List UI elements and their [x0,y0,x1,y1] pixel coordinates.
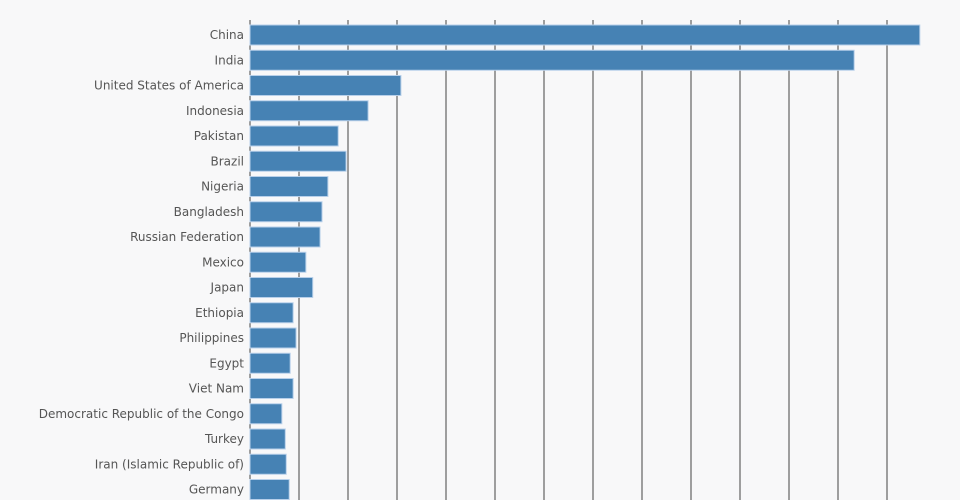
category-label: Philippines [179,331,244,345]
bar [249,176,329,197]
bar [249,378,294,399]
category-label: Mexico [202,255,244,269]
category-label: Germany [189,483,244,497]
category-label: Nigeria [201,180,244,194]
bar [249,327,297,349]
bar [249,479,290,500]
category-label: Pakistan [194,129,244,143]
category-label: Japan [210,281,244,295]
bar [249,403,283,425]
bar [249,226,321,248]
category-label: Viet Nam [189,382,244,396]
category-label: Brazil [211,154,245,168]
category-label: Ethiopia [195,306,244,320]
bar [249,49,855,71]
bar [249,251,307,273]
bar [249,150,347,172]
bar [249,100,369,122]
category-label: Indonesia [186,104,244,118]
category-label: United States of America [94,79,244,93]
bar [249,453,287,475]
bar [249,352,291,374]
bar [249,24,921,46]
bar [249,125,339,147]
category-label: Bangladesh [174,205,244,219]
category-label: Russian Federation [130,230,244,244]
bar [249,75,402,96]
category-label: Turkey [204,432,244,446]
category-label: Democratic Republic of the Congo [39,407,244,421]
bar [249,428,286,450]
category-label: Iran (Islamic Republic of) [95,457,244,471]
bar [249,302,294,324]
category-label: Egypt [209,356,244,370]
bar [249,201,323,223]
category-label: India [215,53,244,67]
bar [249,277,314,298]
category-label: China [210,28,244,42]
